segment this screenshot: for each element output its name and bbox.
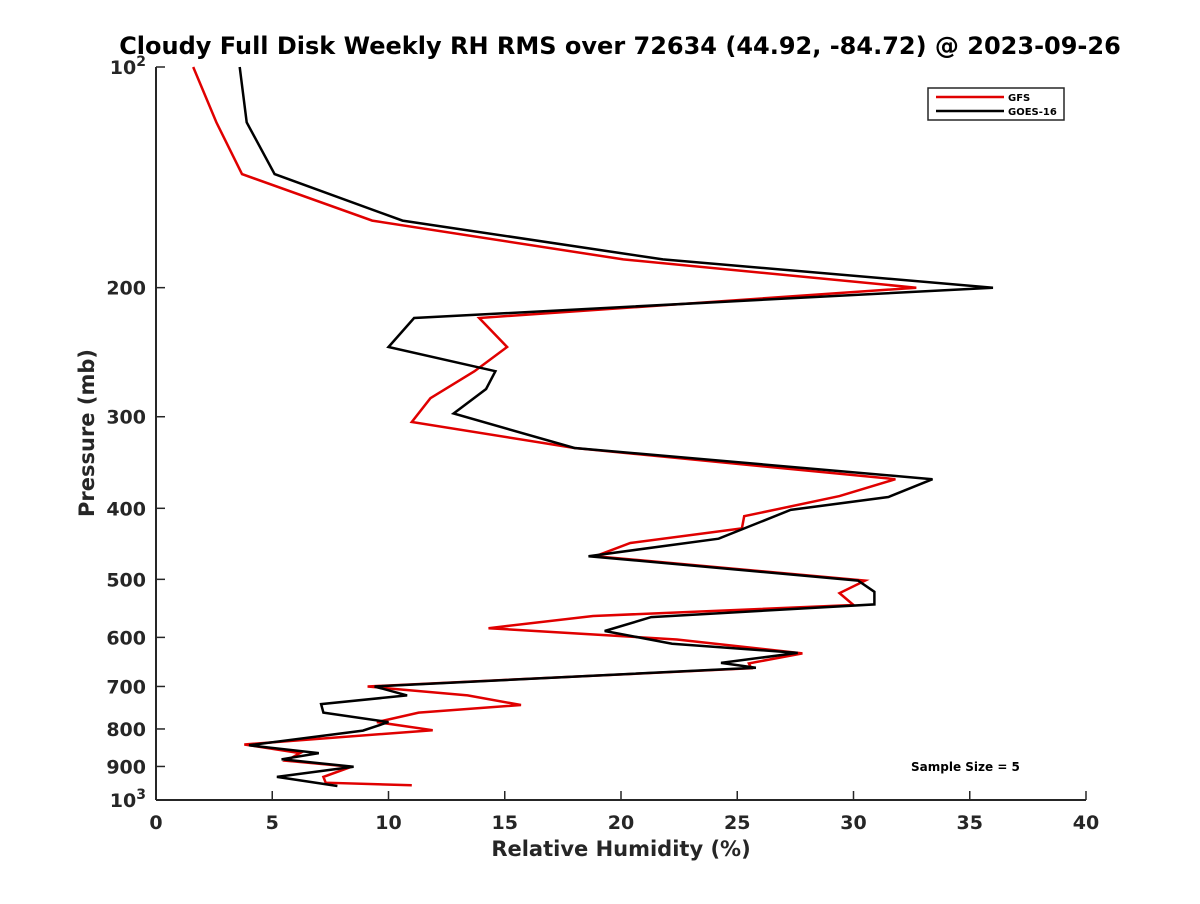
series-line-gfs: [192, 66, 917, 787]
x-tick-label: 40: [1073, 812, 1099, 834]
legend: GFS GOES-16: [927, 87, 1065, 121]
y-tick-label: 103: [110, 787, 146, 812]
data-series: [192, 66, 994, 788]
y-tick-label: 400: [106, 498, 146, 520]
y-tick-label: 102: [110, 54, 146, 79]
y-tick-base: 10: [110, 790, 136, 812]
y-tick-label: 800: [106, 719, 146, 741]
y-tick-base: 10: [110, 57, 136, 79]
y-tick-label: 900: [106, 756, 146, 778]
sample-size-annotation: Sample Size = 5: [911, 760, 1020, 774]
x-tick-label: 35: [957, 812, 983, 834]
y-axis-label: Pressure (mb): [75, 349, 99, 517]
x-tick-label: 10: [375, 812, 401, 834]
y-tick-label: 600: [106, 627, 146, 649]
x-axis-label: Relative Humidity (%): [491, 837, 750, 861]
y-tick-exponent: 2: [136, 54, 146, 70]
legend-label-goes16: GOES-16: [1008, 107, 1057, 118]
y-tick-label: 300: [106, 407, 146, 429]
y-tick-label: 200: [106, 278, 146, 300]
x-tick-label: 5: [266, 812, 279, 834]
legend-label-gfs: GFS: [1008, 93, 1030, 104]
x-tick-label: 15: [492, 812, 518, 834]
y-tick-exponent: 3: [136, 787, 146, 803]
x-ticks: 0 5 10 15 20 25 30 35 40: [149, 791, 1099, 834]
y-tick-label: 700: [106, 676, 146, 698]
x-tick-label: 0: [149, 812, 162, 834]
x-tick-label: 25: [724, 812, 750, 834]
y-tick-label: 500: [106, 569, 146, 591]
chart-title: Cloudy Full Disk Weekly RH RMS over 7263…: [119, 32, 1121, 60]
series-line-goes16: [238, 66, 994, 788]
legend-box: [927, 87, 1065, 121]
x-tick-label: 30: [840, 812, 866, 834]
x-tick-label: 20: [608, 812, 634, 834]
